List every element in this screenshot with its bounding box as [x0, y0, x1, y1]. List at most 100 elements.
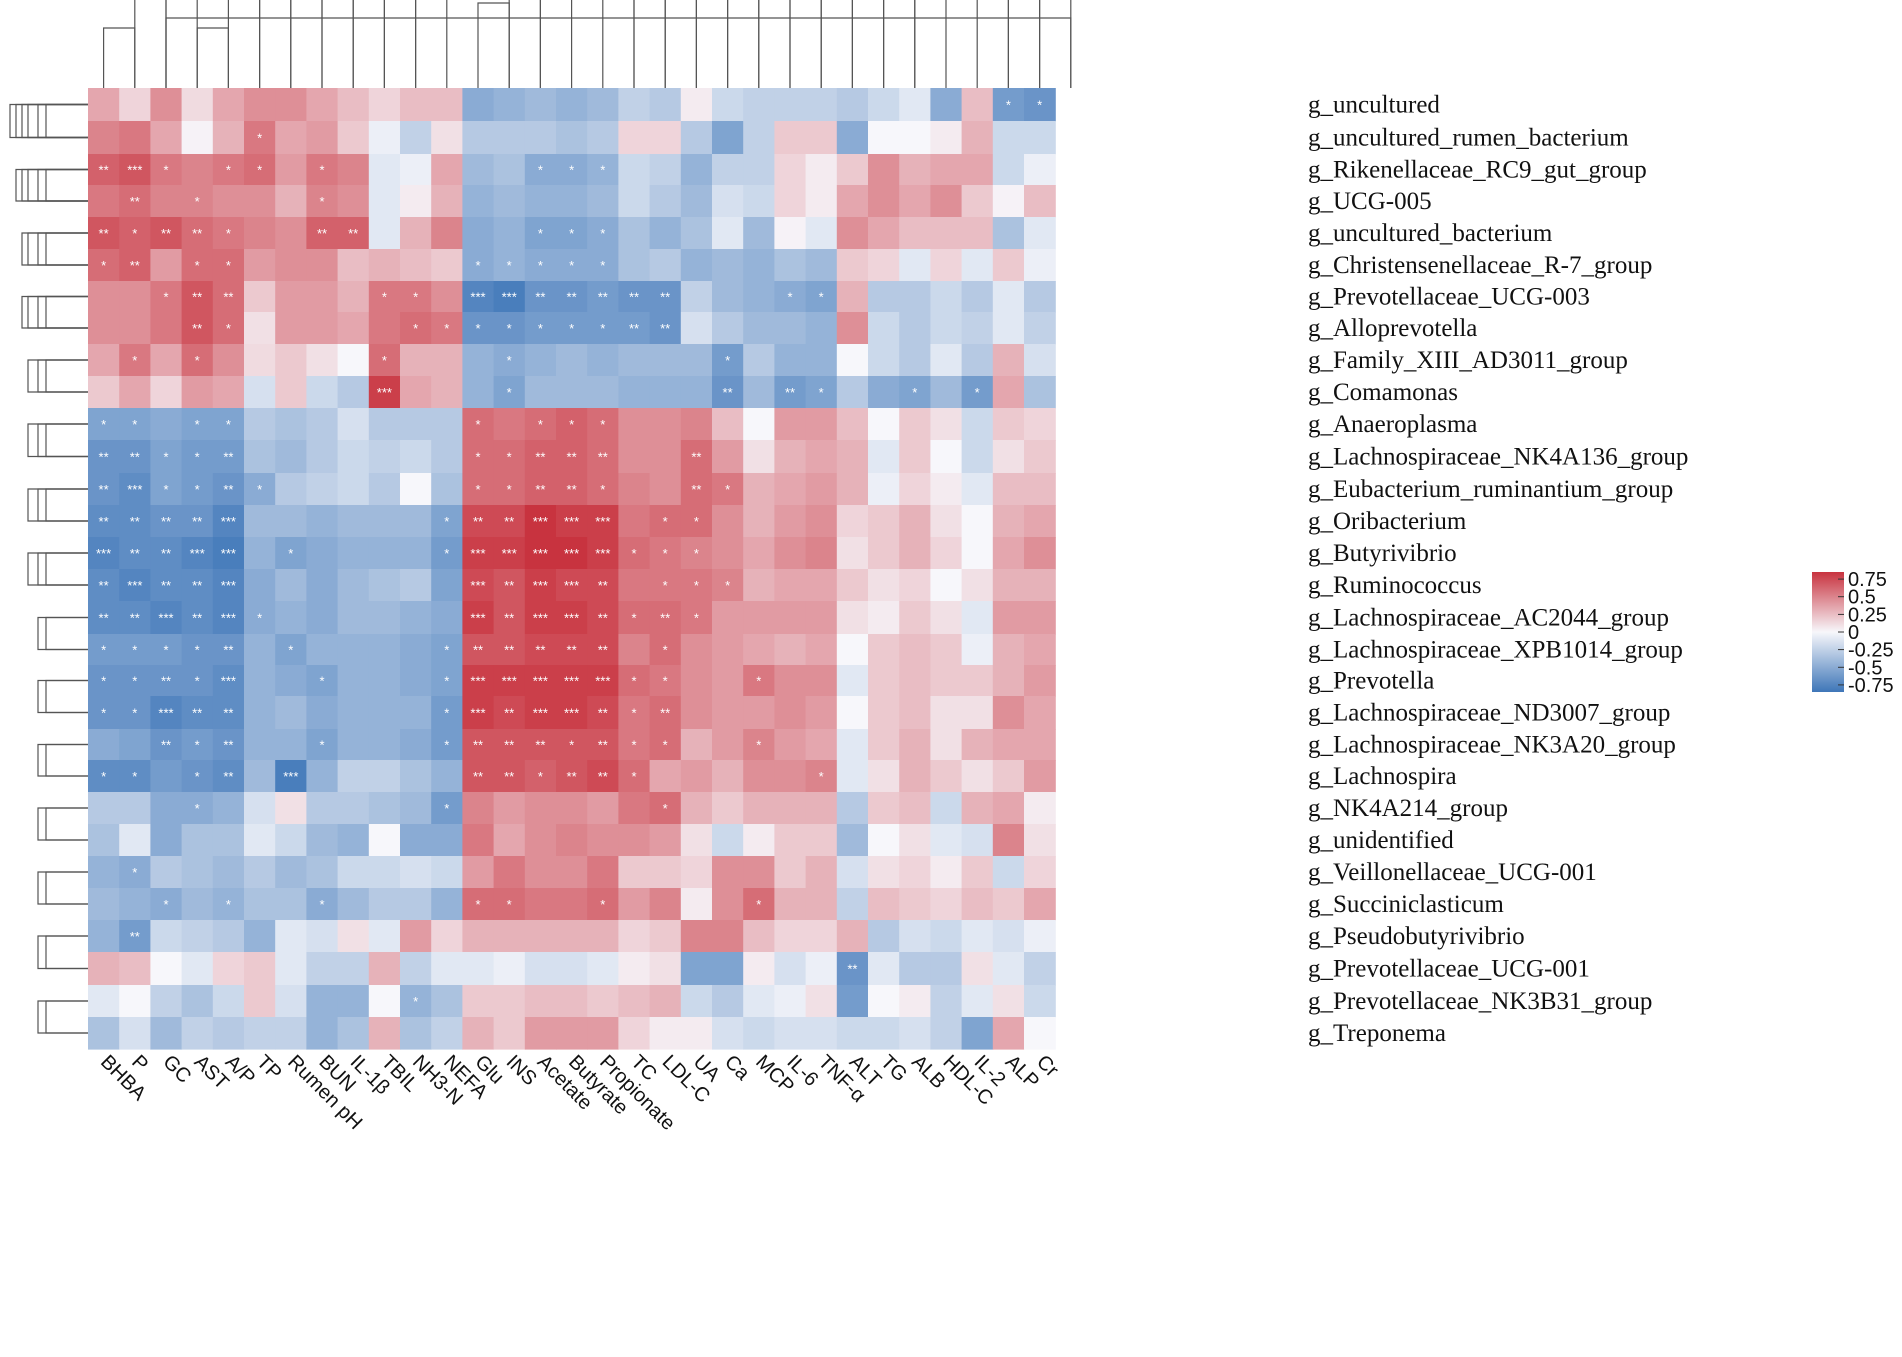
row-dendrogram-link — [27, 552, 88, 586]
row-dendrogram-link — [27, 103, 88, 139]
heatmap-cell — [743, 185, 775, 218]
heatmap-cell — [556, 985, 588, 1018]
heatmap-cell — [431, 121, 463, 155]
row-dendrogram-link — [45, 743, 88, 777]
significance-marker: * — [444, 706, 449, 721]
column-dendrogram-link — [914, 0, 947, 88]
heatmap-cell — [431, 985, 463, 1018]
heatmap-cell — [244, 952, 276, 986]
significance-marker: * — [257, 163, 262, 178]
heatmap-cell — [244, 249, 276, 282]
heatmap-cell — [306, 249, 339, 282]
heatmap-cell — [649, 344, 682, 377]
heatmap-cell — [181, 185, 214, 218]
row-dendrogram-link — [45, 807, 88, 841]
heatmap-cell — [88, 440, 120, 474]
significance-marker: ** — [223, 290, 233, 305]
heatmap-cell — [743, 634, 775, 666]
heatmap-cell — [337, 88, 370, 122]
row-dendrogram-link — [37, 743, 88, 777]
heatmap-cell — [587, 856, 619, 889]
significance-marker: ** — [598, 769, 608, 784]
heatmap-cell — [275, 792, 307, 825]
heatmap-cell — [400, 856, 432, 889]
heatmap-cell — [680, 696, 713, 730]
heatmap-cell — [493, 888, 526, 921]
heatmap-cell — [1024, 696, 1056, 730]
heatmap-cell — [150, 312, 183, 345]
heatmap-cell — [712, 665, 744, 697]
heatmap-cell — [899, 920, 931, 953]
heatmap-cell — [400, 473, 432, 506]
heatmap-cell — [618, 824, 651, 857]
significance-marker: *** — [533, 546, 548, 561]
heatmap-cell — [712, 312, 744, 345]
heatmap-cell — [306, 473, 339, 506]
heatmap-cell — [493, 121, 526, 155]
significance-marker: * — [226, 897, 231, 912]
heatmap-cell — [150, 601, 183, 635]
heatmap-cell — [836, 408, 869, 441]
heatmap-cell — [930, 824, 963, 857]
heatmap-cell — [649, 281, 682, 313]
significance-marker: ** — [473, 738, 483, 753]
heatmap-cell — [181, 569, 214, 602]
heatmap-cell — [119, 281, 151, 313]
heatmap-cell — [306, 312, 339, 345]
heatmap-cell — [587, 601, 619, 635]
heatmap-cell — [899, 601, 931, 635]
heatmap-cell — [181, 729, 214, 761]
heatmap-cell — [337, 281, 370, 313]
heatmap-cell — [836, 154, 869, 186]
heatmap-cell — [992, 154, 1025, 186]
significance-marker: ** — [598, 450, 608, 465]
heatmap-cell — [774, 696, 807, 730]
heatmap-cell — [556, 824, 588, 857]
heatmap-cell — [493, 696, 526, 730]
heatmap-cell — [961, 312, 994, 345]
heatmap-cell — [836, 88, 869, 122]
heatmap-cell — [930, 856, 963, 889]
heatmap-cell — [400, 376, 432, 409]
row-label: g_Veillonellaceae_UCG-001 — [1308, 859, 1597, 886]
heatmap-cell — [743, 505, 775, 538]
heatmap-cell — [836, 505, 869, 538]
heatmap-cell — [836, 696, 869, 730]
heatmap-cell — [712, 634, 744, 666]
heatmap-cell — [868, 537, 900, 570]
heatmap-cell — [836, 121, 869, 155]
heatmap-cell — [805, 88, 838, 122]
heatmap-cell — [899, 505, 931, 538]
heatmap-cell — [836, 1017, 869, 1050]
heatmap-cell — [181, 760, 214, 793]
significance-marker: ** — [130, 194, 140, 209]
heatmap-cell — [618, 121, 651, 155]
heatmap-cell — [400, 344, 432, 377]
heatmap-cell — [680, 856, 713, 889]
heatmap-cell — [649, 376, 682, 409]
column-dendrogram-link — [508, 0, 541, 88]
significance-marker: ** — [567, 290, 577, 305]
heatmap-cell — [524, 376, 557, 409]
heatmap-cell — [618, 1017, 651, 1050]
heatmap-cell — [150, 920, 183, 953]
heatmap-cell — [680, 760, 713, 793]
heatmap-cell — [1024, 88, 1056, 122]
heatmap-cell — [212, 952, 245, 986]
significance-marker: * — [600, 226, 605, 241]
heatmap-cell — [368, 760, 401, 793]
heatmap-cell — [743, 217, 775, 250]
row-label: g_Lachnospiraceae_NK3A20_group — [1308, 732, 1676, 759]
significance-marker: ** — [161, 578, 171, 593]
heatmap-cell — [836, 634, 869, 666]
heatmap-cell — [306, 505, 339, 538]
significance-marker: ** — [99, 226, 109, 241]
significance-marker: ** — [99, 578, 109, 593]
heatmap-cell — [119, 154, 151, 186]
heatmap-cell — [212, 665, 245, 697]
heatmap-cell — [181, 217, 214, 250]
row-label: g_Lachnospiraceae_ND3007_group — [1308, 700, 1670, 727]
row-dendrogram-link — [37, 616, 88, 651]
row-label: g_Butyrivibrio — [1308, 540, 1457, 567]
heatmap-cell — [618, 760, 651, 793]
